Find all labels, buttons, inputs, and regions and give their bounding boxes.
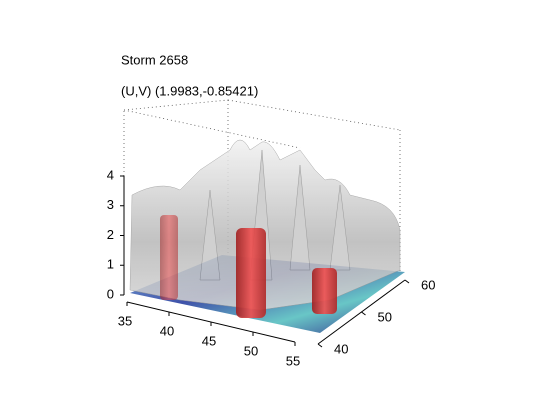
y-tick [361,311,366,316]
core-cylinders [160,215,337,318]
x-tick-label: 50 [244,343,258,358]
isosurface [129,139,401,311]
z-tick-label: 4 [107,167,114,182]
y-tick-label: 50 [378,309,392,324]
chart-title: Storm 2658 [121,52,188,67]
y-tick [404,279,410,284]
z-tick-label: 0 [107,286,114,301]
y-tick [317,343,323,348]
x-tick-label: 40 [160,323,174,338]
chart-subtitle: (U,V) (1.9983,-0.85421) [121,83,258,98]
x-tick-label: 35 [118,313,132,328]
y-tick-label: 40 [334,341,348,356]
x-tick-label: 55 [286,353,300,368]
y-tick-label: 60 [421,277,435,292]
x-tick-label: 45 [202,333,216,348]
z-tick-label: 1 [107,257,114,272]
z-tick-label: 2 [107,227,114,242]
box-frame [123,99,401,272]
z-tick-label: 3 [107,197,114,212]
